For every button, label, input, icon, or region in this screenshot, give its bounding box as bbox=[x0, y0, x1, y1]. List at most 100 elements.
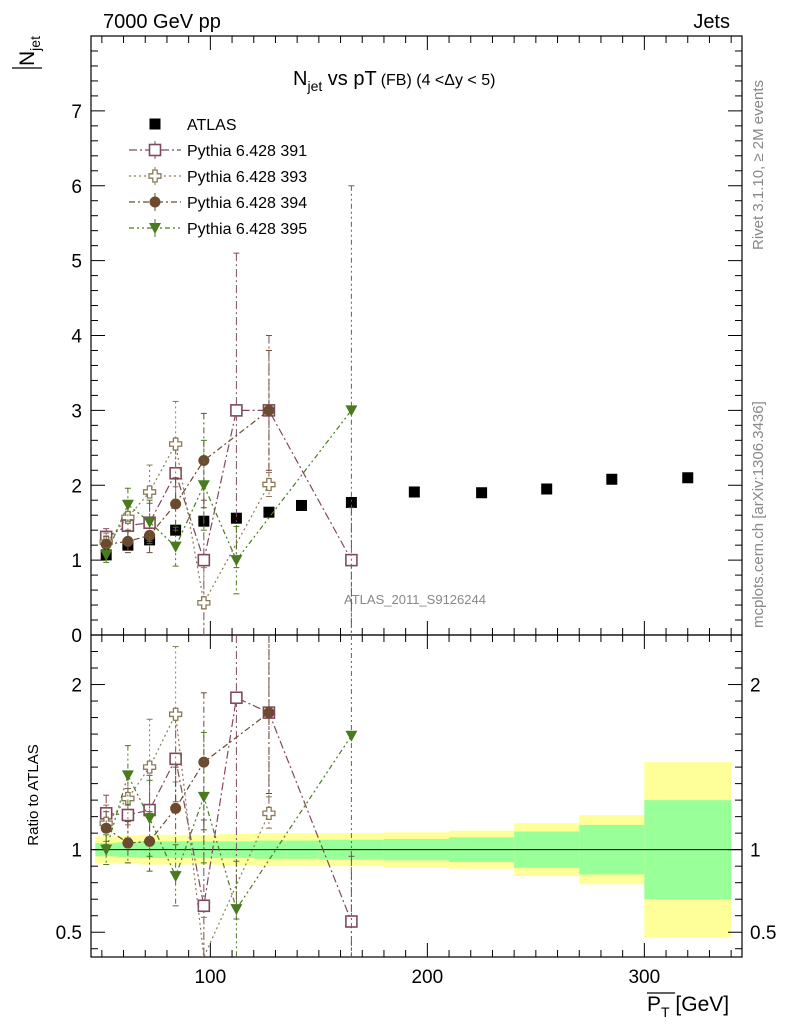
x-tick-label: 200 bbox=[411, 967, 443, 988]
y-tick-label: 5 bbox=[71, 252, 82, 273]
pythia-6-428-395-point bbox=[121, 499, 134, 511]
ratio-pythia-6-428-391-point bbox=[121, 808, 135, 822]
ratio-pythia-6-428-395-point bbox=[345, 730, 358, 742]
pythia-6-428-393-point bbox=[197, 596, 211, 610]
x-axis-label-unit: [GeV] bbox=[670, 993, 730, 1016]
pythia-6-428-393-point bbox=[168, 437, 183, 451]
legend-entry-atlas: ATLAS bbox=[149, 117, 237, 134]
atlas-point bbox=[476, 487, 488, 499]
ratio-pythia-6-428-394-point bbox=[122, 837, 134, 849]
ratio-pythia-6-428-395-point bbox=[230, 904, 243, 916]
legend-marker bbox=[149, 223, 161, 234]
ratio-line-pythia-6-428-391 bbox=[106, 696, 352, 922]
ratio-pythia-6-428-395-point bbox=[143, 813, 156, 825]
legend-entry-pythia-6-428-395: Pythia 6.428 395 bbox=[129, 219, 307, 238]
y-axis-label-sub: jet bbox=[27, 36, 43, 52]
ratio-pythia-6-428-394-point bbox=[198, 756, 210, 768]
ratio-pythia-6-428-395-point bbox=[169, 871, 182, 883]
pythia-6-428-395-point bbox=[143, 516, 156, 528]
y-tick-label: 2 bbox=[71, 476, 82, 497]
chart-title-rest: vs pT bbox=[322, 68, 376, 90]
legend-label: ATLAS bbox=[187, 117, 237, 134]
pythia-6-428-395-point bbox=[100, 549, 113, 561]
ratio-pythia-6-428-395-point bbox=[121, 770, 134, 782]
chart-title-suffix: (FB) (4 <Δy < 5) bbox=[381, 72, 496, 89]
pythia-6-428-395-point bbox=[345, 405, 358, 417]
ratio-pythia-6-428-391-point bbox=[197, 899, 211, 913]
atlas-point bbox=[263, 506, 275, 518]
ratio-axis-label: Ratio to ATLAS bbox=[25, 744, 42, 845]
legend-entry-pythia-6-428-393: Pythia 6.428 393 bbox=[129, 167, 307, 186]
ratio-line-pythia-6-428-393 bbox=[105, 712, 270, 960]
legend-label: Pythia 6.428 393 bbox=[187, 169, 307, 186]
chart-title-sub: jet bbox=[306, 78, 322, 94]
atlas-point bbox=[408, 486, 420, 498]
y-tick-label: 1 bbox=[71, 551, 82, 572]
pythia-6-428-394-point bbox=[263, 404, 275, 416]
y-tick-label: 6 bbox=[71, 177, 82, 198]
ratio-tick-label-right: 2 bbox=[750, 676, 761, 697]
series-pythia-6-428-394 bbox=[100, 349, 275, 872]
x-tick-label: 300 bbox=[628, 967, 660, 988]
legend-marker bbox=[148, 143, 162, 157]
ratio-pythia-6-428-391-point bbox=[230, 691, 243, 705]
legend-marker bbox=[149, 196, 161, 208]
pythia-6-428-395-point bbox=[197, 480, 210, 492]
atlas-point bbox=[295, 499, 307, 511]
svg-text:Njet: Njet bbox=[16, 36, 43, 66]
pythia-6-428-393-point bbox=[142, 485, 157, 499]
x-axis-label-sub: T bbox=[661, 1004, 670, 1020]
ratio-pythia-6-428-393-point bbox=[168, 707, 183, 721]
legend: ATLAS Pythia 6.428 391 Pythia 6.428 393 Pyt… bbox=[129, 117, 307, 238]
y-tick-label: 0 bbox=[71, 626, 82, 647]
ratio-tick-label: 0.5 bbox=[56, 923, 82, 944]
atlas-point bbox=[230, 512, 242, 524]
atlas-point bbox=[541, 483, 553, 495]
x-axis-label-main: P bbox=[647, 993, 661, 1016]
atlas-point bbox=[606, 473, 618, 485]
legend-label: Pythia 6.428 391 bbox=[187, 143, 307, 160]
pythia-6-428-393-point bbox=[121, 510, 135, 525]
ratio-line-pythia-6-428-395 bbox=[105, 735, 352, 911]
x-tick-label: 100 bbox=[194, 967, 226, 988]
ratio-tick-label-right: 0.5 bbox=[750, 923, 776, 944]
pythia-6-428-393-point bbox=[262, 477, 276, 492]
chart-title-main: N bbox=[293, 68, 307, 90]
atlas-point bbox=[345, 496, 357, 508]
x-axis-label: PT [GeV] bbox=[647, 992, 730, 1020]
legend-entry-pythia-6-428-391: Pythia 6.428 391 bbox=[129, 141, 307, 160]
legend-entry-pythia-6-428-394: Pythia 6.428 394 bbox=[129, 193, 307, 212]
ratio-pythia-6-428-394-point bbox=[144, 835, 156, 847]
ratio-pythia-6-428-393-point bbox=[262, 806, 276, 820]
pythia-6-428-391-point bbox=[197, 553, 211, 567]
watermark: ATLAS_2011_S9126244 bbox=[344, 592, 486, 607]
pythia-6-428-394-point bbox=[170, 498, 182, 510]
ratio-pythia-6-428-394-point bbox=[263, 707, 275, 719]
ratio-pythia-6-428-394-point bbox=[170, 802, 182, 814]
side-label-bottom: mcplots.cern.ch [arXiv:1306.3436] bbox=[750, 401, 767, 628]
ratio-tick-label: 1 bbox=[71, 841, 82, 862]
pythia-6-428-391-point bbox=[230, 404, 243, 417]
pythia-6-428-394-point bbox=[144, 529, 156, 541]
y-tick-label: 3 bbox=[71, 401, 82, 422]
y-axis-label-main: N bbox=[16, 51, 39, 66]
legend-marker bbox=[149, 118, 161, 130]
ratio-pythia-6-428-395-point bbox=[100, 844, 113, 856]
atlas-point bbox=[682, 472, 694, 484]
side-label-top: Rivet 3.1.10, ≥ 2M events bbox=[750, 80, 767, 250]
axes: 100 200 300 0 1 2 3 4 5 6 7 0.5 0.5 1 1 2 2 bbox=[56, 35, 776, 988]
y-tick-label: 7 bbox=[71, 102, 82, 123]
header-right: Jets bbox=[693, 11, 730, 33]
ratio-pythia-6-428-393-point bbox=[142, 760, 157, 774]
pythia-6-428-395-point bbox=[169, 541, 182, 553]
pythia-6-428-395-point bbox=[230, 555, 243, 567]
legend-label: Pythia 6.428 394 bbox=[187, 195, 307, 212]
y-tick-label: 4 bbox=[71, 327, 82, 348]
data-marks bbox=[99, 185, 694, 960]
pythia-6-428-394-point bbox=[122, 535, 134, 547]
chart-title: Njet vs pT (FB) (4 <Δy < 5) bbox=[293, 68, 495, 94]
uncertainty-bands bbox=[91, 762, 742, 938]
legend-label: Pythia 6.428 395 bbox=[187, 221, 307, 238]
ratio-pythia-6-428-395-point bbox=[197, 791, 210, 803]
